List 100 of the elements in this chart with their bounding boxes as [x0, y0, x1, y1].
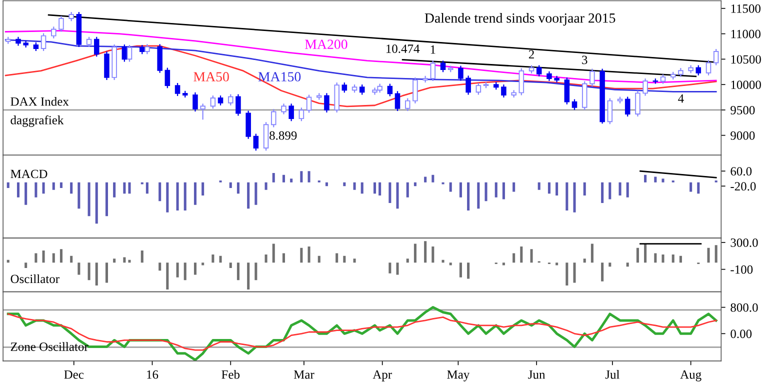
- x-tick-label: Dec: [64, 370, 84, 379]
- bar: [128, 182, 131, 194]
- annotation: daggrafiek: [10, 115, 64, 127]
- candlestick: [86, 36, 92, 48]
- bar: [60, 249, 62, 263]
- bar: [113, 182, 116, 198]
- candlestick: [288, 103, 294, 122]
- x-tick-label: Apr: [372, 370, 392, 382]
- bar: [308, 246, 310, 263]
- bar: [202, 262, 204, 266]
- y-tick-label: 300.0: [730, 238, 758, 247]
- bar: [512, 182, 516, 192]
- annotation: 2: [528, 50, 534, 58]
- bar: [707, 248, 710, 263]
- candlestick: [404, 98, 410, 112]
- candlestick: [359, 84, 365, 96]
- candlestick: [68, 11, 74, 22]
- bar: [556, 182, 558, 196]
- x-tick-label: Jun: [528, 370, 546, 379]
- candlestick: [518, 68, 524, 96]
- y-tick-label: 10500: [731, 55, 761, 64]
- bar: [662, 254, 664, 263]
- bar: [432, 174, 434, 182]
- candlestick: [236, 94, 241, 116]
- x-tick-label: 16: [147, 370, 158, 379]
- bar: [70, 182, 73, 194]
- bar: [113, 258, 116, 263]
- series-label: MA50: [194, 72, 229, 82]
- bar: [229, 182, 232, 188]
- candlestick: [706, 60, 712, 76]
- candlestick: [270, 108, 276, 128]
- candlestick: [246, 110, 251, 140]
- candlestick: [501, 84, 506, 98]
- bar: [272, 172, 275, 182]
- bar: [520, 246, 523, 263]
- x-tick-label: Jul: [605, 370, 620, 379]
- bar: [353, 182, 356, 190]
- bar: [318, 256, 320, 263]
- bar: [105, 182, 108, 216]
- candlestick: [51, 26, 56, 39]
- bar: [573, 182, 576, 212]
- bar: [282, 253, 285, 263]
- bar: [264, 254, 268, 263]
- bar: [573, 262, 576, 283]
- bar: [16, 182, 20, 198]
- bar: [424, 241, 427, 263]
- candlestick: [228, 94, 234, 106]
- bar: [566, 262, 568, 286]
- candlestick: [157, 44, 162, 74]
- text: Dalende trend sinds voorjaar 2015: [424, 12, 616, 26]
- candlestick: [306, 94, 312, 114]
- candlestick: [590, 68, 595, 87]
- bar: [679, 256, 682, 263]
- candlestick: [713, 48, 719, 66]
- bar: [247, 182, 250, 209]
- bar: [325, 182, 328, 186]
- candlestick: [192, 92, 198, 112]
- candlestick: [440, 60, 446, 73]
- bar: [176, 262, 179, 278]
- bar: [494, 182, 498, 198]
- line-series: [7, 313, 717, 351]
- bar: [502, 182, 505, 200]
- candlestick: [298, 107, 304, 122]
- y-tick-label: 0.00: [730, 330, 752, 338]
- x-tick-label: Mar: [294, 370, 314, 379]
- bar: [300, 248, 303, 263]
- bar: [442, 260, 444, 263]
- bar: [636, 248, 639, 263]
- bar: [146, 182, 148, 194]
- candlestick: [546, 70, 552, 82]
- y-tick-label: 9000: [730, 131, 755, 140]
- candlestick: [210, 94, 216, 110]
- bar: [123, 182, 126, 194]
- bar: [290, 178, 293, 182]
- bar: [626, 262, 629, 267]
- bar: [449, 182, 452, 192]
- x-tick-label: Aug: [680, 370, 702, 382]
- candlestick: [140, 44, 145, 55]
- y-tick-label: 9500: [730, 106, 755, 114]
- bar: [272, 244, 275, 263]
- bar: [184, 262, 186, 280]
- bar: [467, 262, 470, 279]
- bar: [414, 244, 416, 263]
- bar: [184, 182, 186, 210]
- candlestick: [122, 44, 128, 62]
- candlestick: [660, 74, 666, 84]
- bar: [24, 262, 28, 268]
- bar: [95, 262, 98, 286]
- bar: [626, 182, 629, 198]
- bar: [432, 246, 434, 263]
- candlestick: [144, 44, 150, 55]
- candlestick: [104, 50, 110, 81]
- candlestick: [94, 36, 100, 58]
- candlestick: [607, 98, 613, 125]
- bar: [714, 245, 718, 263]
- bar: [308, 171, 310, 182]
- bar: [52, 182, 55, 190]
- bar: [166, 182, 169, 212]
- bar: [556, 262, 558, 266]
- bar: [219, 256, 222, 263]
